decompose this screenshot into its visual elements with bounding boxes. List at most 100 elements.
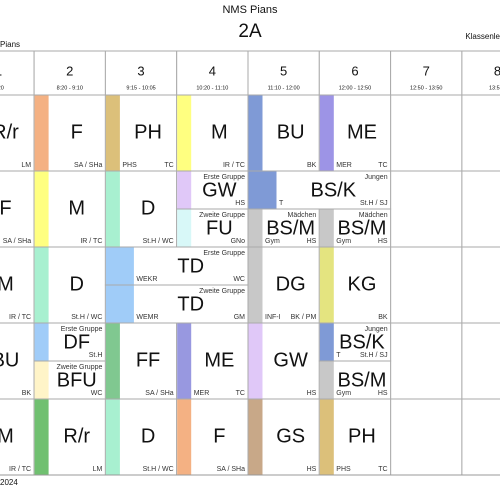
room: WEMR — [136, 314, 158, 321]
teacher: HS — [307, 466, 317, 473]
subject: M — [0, 425, 14, 447]
period-time: 9:15 - 10:05 — [126, 85, 155, 91]
group-note: Zweite Gruppe — [56, 364, 102, 371]
empty-cell — [390, 398, 463, 476]
group-note: Erste Gruppe — [203, 250, 245, 257]
period-cell — [461, 50, 500, 96]
teacher: St.H / SJ — [360, 200, 388, 207]
subject: TD — [177, 255, 204, 277]
group-note: Mädchen — [288, 212, 317, 219]
subject: DF — [63, 331, 90, 353]
teacher: TC — [378, 162, 387, 169]
period-cell — [104, 50, 178, 96]
teacher: St.H / SJ — [360, 352, 388, 359]
subject: ME — [347, 121, 377, 143]
empty-cell — [461, 322, 500, 400]
subject: ME — [204, 349, 234, 371]
subject-stripe — [34, 399, 49, 475]
teacher: LM — [93, 466, 103, 473]
subject-stripe — [177, 399, 192, 475]
group-note: Jungen — [365, 326, 388, 333]
teacher: GNo — [231, 238, 246, 245]
subject: D — [141, 197, 155, 219]
subject: D — [70, 273, 84, 295]
subject-stripe — [319, 399, 334, 475]
period-time: 8:20 - 9:10 — [57, 85, 83, 91]
subject-stripe — [105, 285, 134, 323]
subject-stripe — [248, 209, 263, 247]
period-cell — [0, 50, 35, 96]
subject-stripe — [177, 209, 192, 247]
empty-cell — [461, 398, 500, 476]
room: INF-I — [265, 314, 281, 321]
room: T — [336, 352, 341, 359]
period-number: 3 — [137, 63, 144, 78]
period-time: 8:20 — [0, 85, 4, 91]
subject-stripe — [248, 171, 277, 209]
teacher: St.H / WC — [71, 314, 102, 321]
subject: BS/K — [339, 331, 385, 353]
period-number: 1 — [0, 63, 2, 78]
empty-cell — [390, 322, 463, 400]
teacher: WC — [233, 276, 245, 283]
empty-cell — [390, 246, 463, 324]
room: WEKR — [136, 276, 157, 283]
subject: M — [211, 121, 228, 143]
teacher: SA / SHa — [145, 390, 174, 397]
period-cell — [390, 50, 463, 96]
room: PHS — [122, 162, 137, 169]
subject-stripe — [105, 399, 120, 475]
teacher: St.H / WC — [143, 466, 174, 473]
teacher: St.H / WC — [143, 238, 174, 245]
subject-stripe — [319, 95, 334, 171]
room: MER — [336, 162, 352, 169]
empty-cell — [390, 94, 463, 172]
teacher: SA / SHa — [217, 466, 246, 473]
teacher: HS — [235, 200, 245, 207]
subject-stripe — [177, 95, 192, 171]
teacher: TC — [236, 390, 245, 397]
period-number: 5 — [280, 63, 287, 78]
teacher: IR / TC — [223, 162, 245, 169]
subject-stripe — [248, 323, 263, 399]
room: Gym — [336, 238, 351, 245]
subject-stripe — [177, 171, 192, 209]
period-number: 8 — [494, 63, 500, 78]
subject: GW — [273, 349, 308, 371]
subject: PH — [348, 425, 376, 447]
subject: BU — [0, 349, 19, 371]
class-title: 2A — [238, 21, 262, 42]
empty-cell — [461, 94, 500, 172]
group-note: Erste Gruppe — [61, 326, 103, 333]
right-label: Klassenle — [465, 32, 500, 41]
subject-stripe — [34, 361, 49, 399]
subject-stripe — [248, 95, 263, 171]
teacher: TC — [378, 466, 387, 473]
period-number: 2 — [66, 63, 73, 78]
subject: F — [71, 121, 83, 143]
empty-cell — [390, 170, 463, 248]
subject: BS/M — [266, 217, 315, 239]
subject: R/r — [63, 425, 90, 447]
teacher: SA / SHa — [74, 162, 103, 169]
subject-stripe — [319, 323, 334, 361]
teacher: BK — [378, 314, 388, 321]
teacher: St.H — [89, 352, 103, 359]
subject: KG — [347, 273, 376, 295]
period-number: 4 — [209, 63, 216, 78]
subject: BS/K — [311, 179, 357, 201]
teacher: HS — [307, 238, 317, 245]
teacher: BK — [307, 162, 317, 169]
teacher: BK — [22, 390, 32, 397]
subject: FU — [206, 217, 233, 239]
period-time: 12:50 - 13:50 — [410, 85, 442, 91]
teacher: WC — [91, 390, 103, 397]
subject: R/r — [0, 121, 19, 143]
period-time: 12:00 - 12:50 — [339, 85, 371, 91]
subject-stripe — [34, 95, 49, 171]
subject-stripe — [319, 247, 334, 323]
subject: TD — [177, 293, 204, 315]
subject-stripe — [34, 247, 49, 323]
teacher: IR / TC — [9, 314, 31, 321]
